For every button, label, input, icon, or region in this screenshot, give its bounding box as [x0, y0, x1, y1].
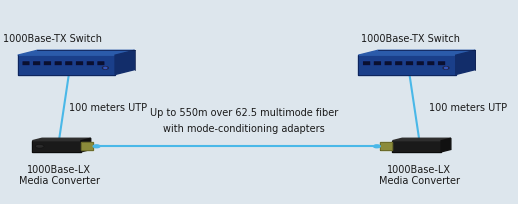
Circle shape	[103, 67, 108, 70]
FancyBboxPatch shape	[97, 62, 105, 66]
FancyBboxPatch shape	[384, 62, 392, 66]
FancyBboxPatch shape	[22, 62, 30, 66]
Circle shape	[443, 67, 449, 70]
FancyBboxPatch shape	[54, 62, 62, 66]
Text: Up to 550m over 62.5 multimode fiber: Up to 550m over 62.5 multimode fiber	[150, 107, 338, 117]
Text: 100 meters UTP: 100 meters UTP	[69, 103, 147, 113]
Polygon shape	[441, 139, 451, 152]
Text: 100 meters UTP: 100 meters UTP	[429, 103, 507, 113]
Text: 1000Base-LX
Media Converter: 1000Base-LX Media Converter	[379, 164, 459, 185]
Polygon shape	[393, 139, 451, 141]
FancyBboxPatch shape	[438, 62, 445, 66]
FancyBboxPatch shape	[87, 62, 94, 66]
Polygon shape	[456, 51, 475, 75]
FancyBboxPatch shape	[416, 62, 424, 66]
FancyBboxPatch shape	[395, 62, 402, 66]
FancyBboxPatch shape	[65, 62, 73, 66]
Text: with mode-conditioning adapters: with mode-conditioning adapters	[163, 123, 325, 133]
Polygon shape	[358, 56, 456, 75]
Circle shape	[35, 145, 44, 148]
Text: 1000Base-TX Switch: 1000Base-TX Switch	[361, 34, 460, 44]
Polygon shape	[81, 143, 93, 150]
FancyBboxPatch shape	[76, 62, 83, 66]
Polygon shape	[81, 139, 91, 152]
FancyBboxPatch shape	[33, 62, 40, 66]
Polygon shape	[18, 56, 115, 75]
Text: 1000Base-TX Switch: 1000Base-TX Switch	[3, 34, 102, 44]
FancyBboxPatch shape	[373, 62, 381, 66]
Circle shape	[373, 145, 380, 148]
Polygon shape	[32, 141, 81, 152]
Circle shape	[444, 68, 448, 69]
FancyBboxPatch shape	[406, 62, 413, 66]
FancyBboxPatch shape	[363, 62, 370, 66]
Polygon shape	[358, 51, 475, 56]
Circle shape	[104, 68, 107, 69]
Circle shape	[93, 145, 100, 148]
FancyBboxPatch shape	[427, 62, 435, 66]
Polygon shape	[32, 139, 91, 141]
Polygon shape	[18, 51, 135, 56]
FancyBboxPatch shape	[44, 62, 51, 66]
Polygon shape	[115, 51, 135, 75]
Polygon shape	[380, 143, 393, 150]
Polygon shape	[393, 141, 441, 152]
Text: 1000Base-LX
Media Converter: 1000Base-LX Media Converter	[19, 164, 99, 185]
